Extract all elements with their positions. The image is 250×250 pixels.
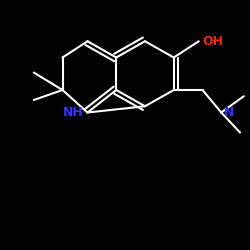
Text: N: N bbox=[224, 106, 234, 119]
Text: OH: OH bbox=[202, 35, 224, 48]
Text: NH: NH bbox=[63, 106, 84, 119]
